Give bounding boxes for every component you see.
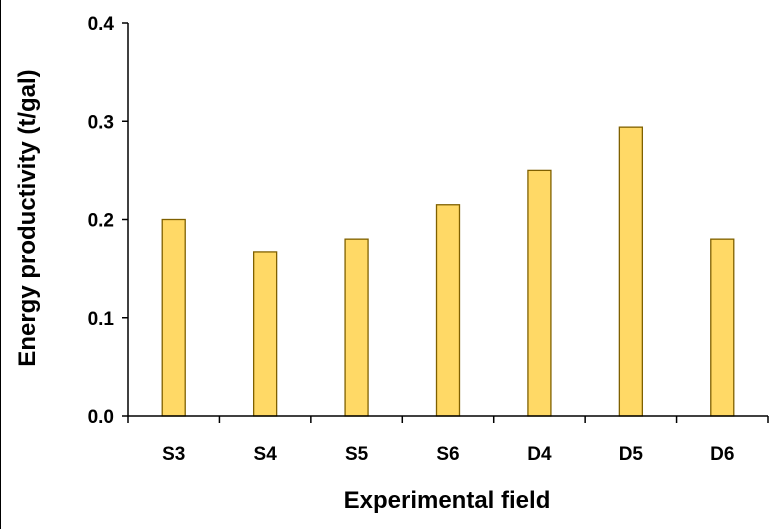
bar-s4: [252, 251, 278, 417]
x-tick-label: D6: [710, 444, 734, 465]
y-tick-label: 0.0: [88, 407, 114, 428]
bar-s3: [161, 218, 186, 417]
x-tick-label: D4: [527, 444, 552, 465]
bar-d6: [710, 238, 735, 417]
y-tick-label: 0.3: [88, 112, 114, 133]
y-axis-title: Energy productivity (t/gal): [14, 69, 41, 366]
x-tick-label: D5: [619, 444, 644, 465]
bar-s5: [344, 238, 369, 417]
y-tick-label: 0.2: [88, 211, 114, 232]
bar-s6: [435, 204, 461, 417]
x-tick-label: S6: [436, 444, 459, 465]
x-axis-title: Experimental field: [344, 487, 551, 514]
x-axis-ticks: S3 S4 S5 S6 D4 D5 D6: [127, 416, 769, 465]
y-tick-label: 0.1: [88, 309, 115, 330]
bars: [161, 126, 735, 417]
y-tick-label: 0.4: [88, 14, 115, 35]
bar-d4: [527, 169, 552, 417]
x-tick-label: S5: [345, 444, 369, 465]
x-tick-label: S3: [162, 444, 185, 465]
y-axis-ticks: 0.0 0.1 0.2 0.3 0.4: [88, 14, 128, 428]
bar-d5: [618, 126, 644, 417]
x-tick-label: S4: [254, 444, 278, 465]
